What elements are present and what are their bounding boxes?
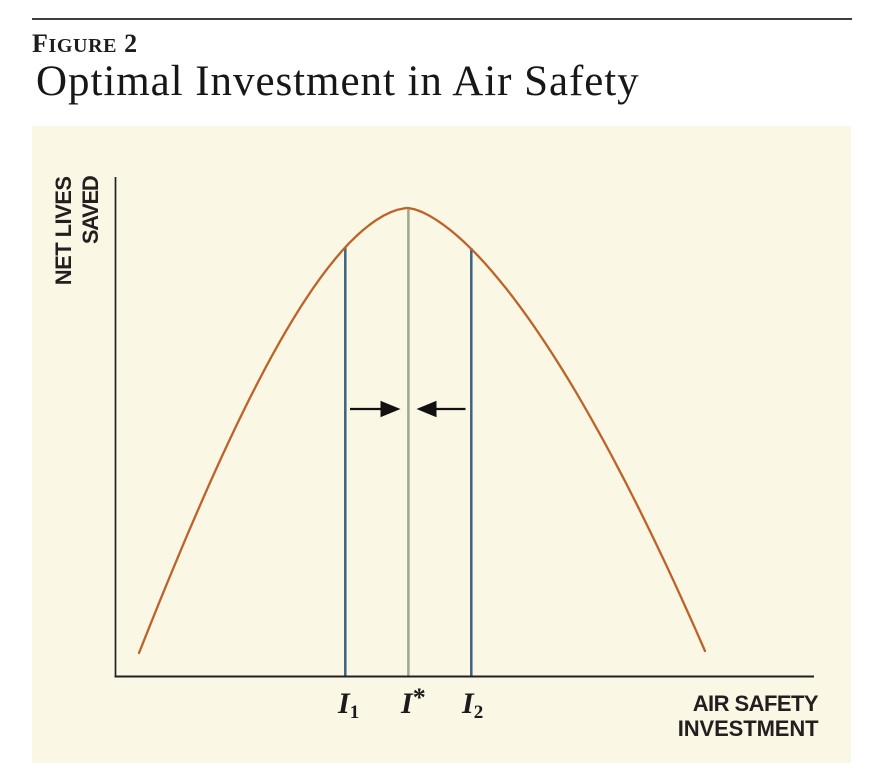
svg-text:INVESTMENT: INVESTMENT xyxy=(678,716,819,741)
svg-text:I2: I2 xyxy=(461,687,483,723)
svg-text:SAVED: SAVED xyxy=(78,176,103,244)
svg-text:AIR SAFETY: AIR SAFETY xyxy=(693,691,819,716)
svg-text:I*: I* xyxy=(400,683,426,720)
svg-text:I1: I1 xyxy=(337,687,359,723)
svg-text:NET LIVES: NET LIVES xyxy=(51,177,76,286)
